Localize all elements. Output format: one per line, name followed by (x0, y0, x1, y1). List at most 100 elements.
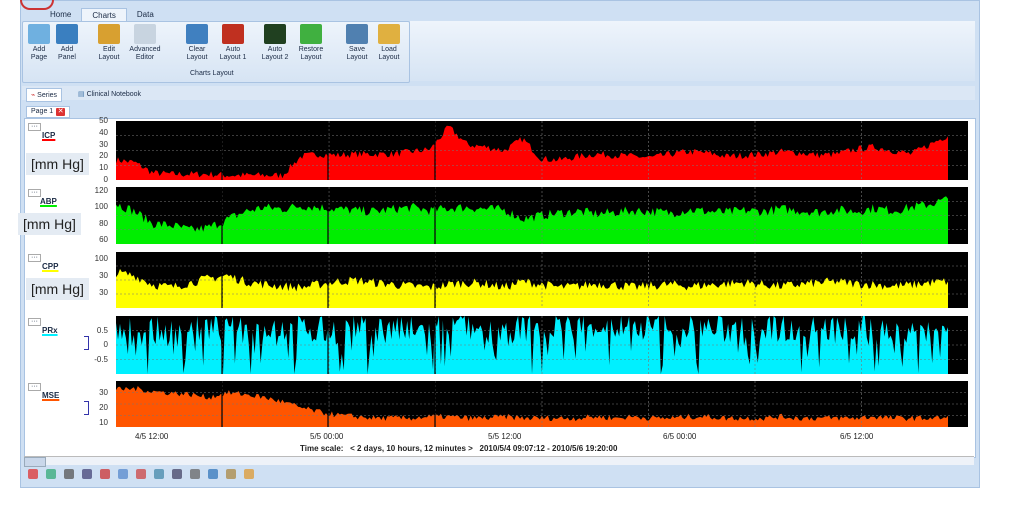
y-tick-label: 100 (94, 254, 108, 263)
filter-icon[interactable] (208, 469, 218, 479)
panel-menu-button[interactable]: ··· (28, 318, 41, 326)
delete-icon[interactable] (190, 469, 200, 479)
y-tick-label: 30 (99, 387, 108, 397)
y-tick-label: 120 (94, 186, 108, 196)
marker-icon[interactable] (136, 469, 146, 479)
y-tick-label: 40 (99, 127, 108, 137)
button-label: Panel (58, 54, 76, 61)
add-panel-icon (56, 24, 78, 44)
close-icon[interactable] (28, 469, 38, 479)
unit-indicator-icon (84, 336, 89, 350)
x-tick-label: 5/5 12:00 (488, 432, 522, 441)
y-tick-label: -0.5 (94, 354, 108, 364)
x-tick-label: 6/5 00:00 (663, 432, 697, 441)
add-page-button[interactable]: Add Page (22, 24, 56, 62)
button-label: Auto (225, 46, 241, 53)
waveform-icp (116, 125, 948, 180)
y-tick-label: 0.5 (96, 325, 108, 335)
button-label: Auto (267, 46, 283, 53)
button-label: Clear (188, 46, 206, 53)
bottom-toolbar (24, 466, 978, 482)
y-tick-label: 20 (99, 151, 108, 161)
list-icon[interactable] (118, 469, 128, 479)
ribbon-tabs: Home Charts Data (40, 8, 164, 22)
panel-menu-button[interactable]: ··· (28, 383, 41, 391)
waveform-cpp (116, 268, 948, 308)
scrollbar-thumb[interactable] (24, 457, 46, 467)
tab-charts[interactable]: Charts (81, 8, 127, 22)
channel-label-abp: ABP (40, 197, 57, 206)
button-label: Restore (298, 46, 324, 53)
button-label: Save (349, 46, 365, 53)
export-icon[interactable] (82, 469, 92, 479)
close-page-icon[interactable]: ✕ (56, 108, 66, 116)
tab-data[interactable]: Data (136, 10, 154, 19)
unit-label: [mm Hg] (26, 278, 89, 300)
auto-layout-1-icon (222, 24, 244, 44)
group-label: Charts Layout (190, 70, 234, 77)
y-tick-label: 80 (99, 218, 108, 228)
zoom-icon[interactable] (154, 469, 164, 479)
button-label: Layout 2 (261, 54, 289, 61)
view-tabs-bar (22, 86, 975, 100)
ribbon-empty (410, 21, 975, 81)
button-label: Add (60, 46, 74, 53)
button-label: Layout (186, 54, 208, 61)
button-label: Page (30, 54, 48, 61)
time-range: 2010/5/4 09:07:12 - 2010/5/6 19:20:00 (479, 444, 618, 453)
panel-menu-button[interactable]: ··· (28, 189, 41, 197)
waveform-mse (116, 386, 948, 427)
y-tick-label: 10 (99, 163, 108, 173)
page-tab[interactable]: Page 1 ✕ (26, 106, 71, 118)
advanced-editor-button[interactable]: Advanced Editor (128, 24, 162, 62)
y-tick-label: 0 (103, 175, 108, 184)
tab-notebook-label: Clinical Notebook (86, 91, 142, 98)
annotate-icon[interactable] (244, 469, 254, 479)
clear-layout-icon (186, 24, 208, 44)
tab-series[interactable]: ⌁ Series (26, 88, 63, 102)
notebook-icon: ▤ (78, 91, 87, 98)
panel-menu-button[interactable]: ··· (28, 254, 41, 262)
horizontal-scrollbar[interactable] (24, 456, 974, 467)
y-tick-label: 100 (94, 202, 108, 212)
add-page-icon (28, 24, 50, 44)
chart-type-icon[interactable] (46, 469, 56, 479)
select-icon[interactable] (172, 469, 182, 479)
add-panel-button[interactable]: Add Panel (50, 24, 84, 62)
save-layout-icon (346, 24, 368, 44)
series-icon: ⌁ (31, 92, 38, 99)
print-icon[interactable] (64, 469, 74, 479)
edit-layout-icon (98, 24, 120, 44)
auto-layout-2-icon (264, 24, 286, 44)
link-icon[interactable] (226, 469, 236, 479)
tab-home[interactable]: Home (50, 10, 72, 19)
x-tick-label: 6/5 12:00 (840, 432, 874, 441)
restore-layout-button[interactable]: Restore Layout (294, 24, 328, 62)
y-tick-label: 20 (99, 402, 108, 412)
y-tick-label: 30 (99, 288, 108, 297)
load-layout-button[interactable]: Load Layout (372, 24, 406, 62)
channel-label-mse: MSE (42, 391, 60, 400)
page-tab-label: Page 1 (31, 108, 54, 115)
button-label: Layout (378, 54, 400, 61)
auto-layout-1-button[interactable]: Auto Layout 1 (216, 24, 250, 62)
time-scale-label: Time scale: (300, 444, 344, 453)
y-tick-label: 60 (99, 234, 108, 244)
auto-layout-2-button[interactable]: Auto Layout 2 (258, 24, 292, 62)
channel-label-cpp: CPP (42, 262, 59, 271)
button-label: Layout (98, 54, 120, 61)
button-label: Load (381, 46, 397, 53)
time-scale: Time scale: < 2 days, 10 hours, 12 minut… (300, 444, 617, 453)
waveform-abp (116, 196, 948, 244)
edit-layout-button[interactable]: Edit Layout (92, 24, 126, 62)
save-layout-button[interactable]: Save Layout (340, 24, 374, 62)
unit-label: [mm Hg] (26, 153, 89, 175)
channel-label-prx: PRx (42, 326, 58, 335)
tab-clinical-notebook[interactable]: ▤ Clinical Notebook (74, 88, 145, 100)
panel-menu-button[interactable]: ··· (28, 123, 41, 131)
cursor-icon[interactable] (100, 469, 110, 479)
button-label: Advanced (129, 46, 161, 53)
clear-layout-button[interactable]: Clear Layout (180, 24, 214, 62)
y-tick-label: 30 (99, 271, 108, 280)
